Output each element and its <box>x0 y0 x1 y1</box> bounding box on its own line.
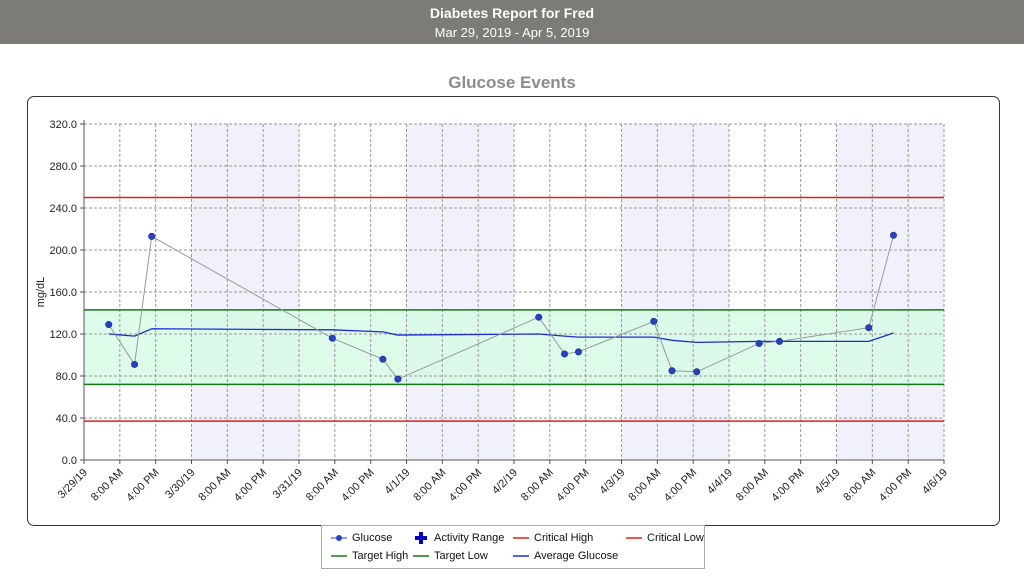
glucose-point-7 <box>561 350 569 358</box>
chart-container: 0.0 40.0 80.0 120.0 160.0 200.0 240.0 280.0 320.… <box>27 96 1000 526</box>
legend-label: Critical Low <box>647 532 704 544</box>
report-date-range: Mar 29, 2019 - Apr 5, 2019 <box>434 25 590 40</box>
glucose-point-12 <box>755 339 763 347</box>
x-tick-label-5: 4:00 PM <box>232 467 269 504</box>
x-tick-label-20: 4:00 PM <box>769 467 806 504</box>
glucose-point-5 <box>394 375 402 383</box>
glucose-point-11 <box>693 368 701 376</box>
y-tick-label-2: 80.0 <box>56 371 77 383</box>
x-tick-label-19: 8:00 AM <box>734 467 771 504</box>
glucose-point-0 <box>105 321 113 329</box>
x-tick-label-2: 4:00 PM <box>124 467 161 504</box>
x-tick-label-23: 4:00 PM <box>877 467 914 504</box>
glucose-point-13 <box>776 337 784 345</box>
legend-label: Activity Range <box>434 532 505 544</box>
x-tick-label-11: 4:00 PM <box>447 467 484 504</box>
glucose-point-4 <box>379 355 387 363</box>
chart-title: Glucose Events <box>448 73 576 92</box>
legend-swatch-icon <box>331 535 347 541</box>
x-tick-label-0: 3/29/19 <box>56 467 90 501</box>
glucose-point-1 <box>131 360 139 368</box>
y-tick-label-1: 40.0 <box>56 413 77 425</box>
x-tick-label-12: 4/2/19 <box>490 467 520 497</box>
x-tick-label-1: 8:00 AM <box>89 467 126 504</box>
x-tick-label-8: 4:00 PM <box>339 467 376 504</box>
glucose-line <box>108 235 894 380</box>
glucose-point-8 <box>574 348 582 356</box>
legend-label: Target Low <box>434 550 488 562</box>
cross-icon <box>415 532 427 544</box>
x-tick-label-3: 3/30/19 <box>163 467 197 501</box>
x-tick-label-22: 8:00 AM <box>841 467 878 504</box>
y-axis-label: mg/dL <box>35 277 47 308</box>
chart-legend: Glucose Activity Range Critical High Critic… <box>321 525 705 569</box>
glucose-point-6 <box>535 313 543 321</box>
report-header: Diabetes Report for Fred Mar 29, 2019 - … <box>0 0 1024 44</box>
glucose-point-14 <box>865 324 873 332</box>
x-tick-label-4: 8:00 AM <box>196 467 233 504</box>
x-tick-label-16: 8:00 AM <box>626 467 663 504</box>
x-tick-label-21: 4/5/19 <box>813 467 843 497</box>
legend-label: Critical High <box>534 532 594 544</box>
y-tick-label-8: 320.0 <box>49 119 77 131</box>
glucose-point-2 <box>148 232 156 240</box>
y-tick-label-5: 200.0 <box>49 245 77 257</box>
report-title: Diabetes Report for Fred <box>429 5 595 21</box>
y-tick-label-6: 240.0 <box>49 203 77 215</box>
x-tick-label-24: 4/6/19 <box>920 467 950 497</box>
x-tick-label-9: 4/1/19 <box>383 467 413 497</box>
y-tick-label-7: 280.0 <box>49 161 77 173</box>
glucose-point-15 <box>889 231 897 239</box>
legend-swatch-icon <box>331 555 347 557</box>
glucose-point-3 <box>328 334 336 342</box>
x-tick-label-17: 4:00 PM <box>662 467 699 504</box>
legend-label: Average Glucose <box>534 550 619 562</box>
x-tick-label-13: 8:00 AM <box>519 467 556 504</box>
legend-label: Glucose <box>352 532 393 544</box>
y-tick-label-4: 160.0 <box>49 287 77 299</box>
y-tick-label-3: 120.0 <box>49 329 77 341</box>
x-tick-label-14: 4:00 PM <box>554 467 591 504</box>
legend-swatch-icon <box>513 537 529 539</box>
legend-swatch-icon <box>626 537 642 539</box>
legend-label: Target High <box>352 550 409 562</box>
x-tick-label-6: 3/31/19 <box>271 467 305 501</box>
y-tick-label-0: 0.0 <box>62 455 77 467</box>
glucose-point-10 <box>668 367 676 375</box>
legend-swatch-icon <box>413 555 429 557</box>
glucose-point-9 <box>650 317 658 325</box>
x-tick-label-7: 8:00 AM <box>304 467 341 504</box>
legend-swatch-icon <box>513 555 529 557</box>
x-tick-label-18: 4/4/19 <box>705 467 735 497</box>
glucose-chart: 0.0 40.0 80.0 120.0 160.0 200.0 240.0 280.0 320.… <box>35 119 950 504</box>
average-glucose-line <box>108 328 894 344</box>
x-tick-label-15: 4/3/19 <box>598 467 628 497</box>
x-tick-label-10: 8:00 AM <box>411 467 448 504</box>
